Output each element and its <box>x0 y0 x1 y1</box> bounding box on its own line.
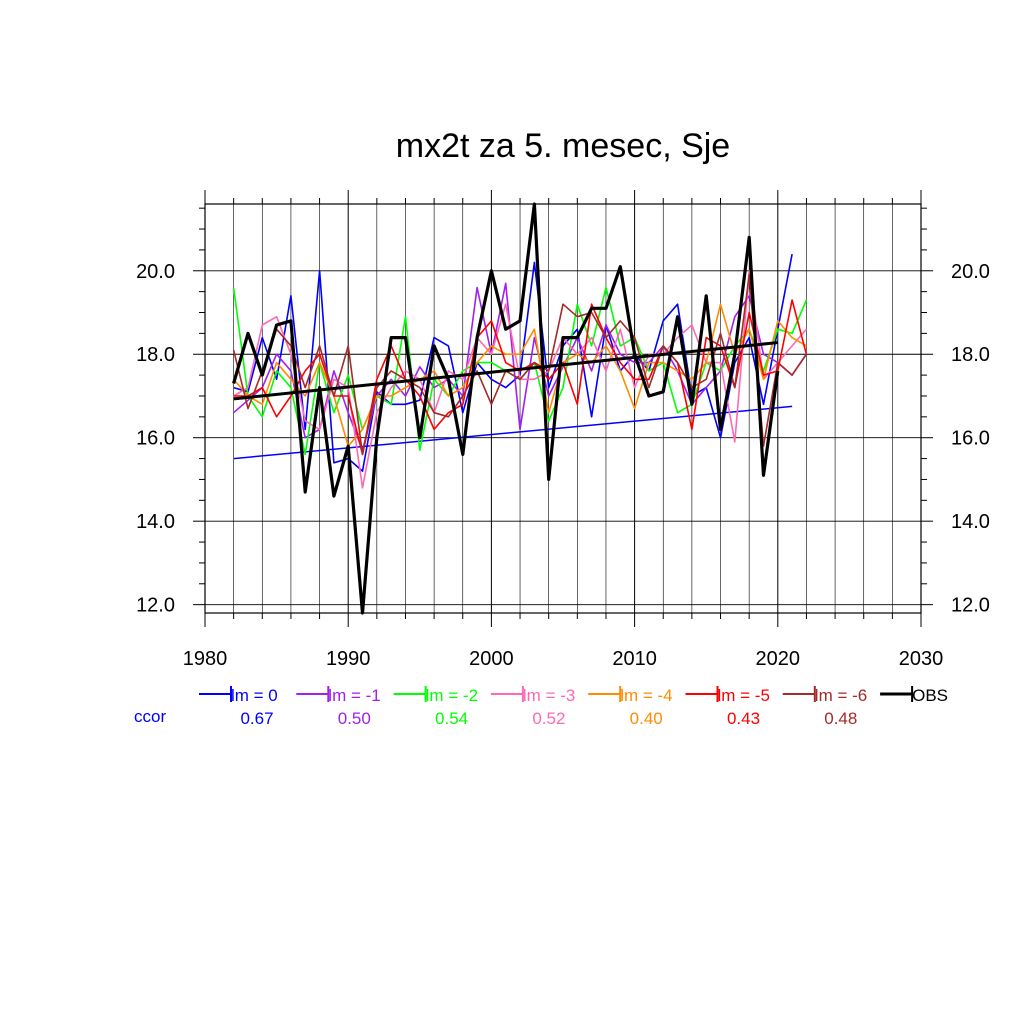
legend-label: lm = -3 <box>523 686 575 705</box>
legend-corr-value: 0.40 <box>630 709 663 728</box>
corr-label: ccor <box>134 707 166 726</box>
series-lm-6 <box>232 274 808 456</box>
legend-item-lm-6: lm = -6 0.48 <box>782 686 867 728</box>
legend-label: lm = -4 <box>620 686 672 705</box>
series-line-lm-6 <box>232 274 808 456</box>
legend-corr-value: 0.48 <box>824 709 857 728</box>
x-tick-label: 2020 <box>756 648 801 670</box>
legend-item-lm-5: lm = -5 0.43 <box>685 686 770 728</box>
legend-label: lm = 0 <box>231 686 278 705</box>
x-tick-label: 2000 <box>469 648 514 670</box>
x-tick-label: 1990 <box>326 648 371 670</box>
series-line-lm-0 <box>233 253 793 472</box>
y-tick-label-right: 18.0 <box>951 344 990 366</box>
legend-label: OBS <box>912 686 948 705</box>
x-tick-label: 1980 <box>183 648 228 670</box>
legend-item-lm-0: lm = 0 0.67 <box>199 686 278 728</box>
series-layer <box>232 202 808 615</box>
legend-item-obs: OBS <box>880 686 948 705</box>
x-tick-label: 2030 <box>899 648 944 670</box>
y-tick-label-right: 12.0 <box>951 595 990 617</box>
legend-label: lm = -1 <box>328 686 380 705</box>
y-tick-label-left: 12.0 <box>136 595 175 617</box>
legend-item-lm-3: lm = -3 0.52 <box>490 686 575 728</box>
plot-frame <box>204 203 922 614</box>
legend-corr-value: 0.50 <box>338 709 371 728</box>
y-tick-label-right: 20.0 <box>951 261 990 283</box>
y-tick-label-left: 20.0 <box>136 261 175 283</box>
legend-corr-value: 0.54 <box>435 709 468 728</box>
legend-label: lm = -6 <box>815 686 867 705</box>
legend-label: lm = -5 <box>718 686 770 705</box>
x-tick-label: 2010 <box>612 648 657 670</box>
y-tick-label-left: 18.0 <box>136 344 175 366</box>
y-tick-label-left: 14.0 <box>136 511 175 533</box>
legend-corr-value: 0.43 <box>727 709 760 728</box>
legend-item-lm-2: lm = -2 0.54 <box>393 686 478 728</box>
legend-label: lm = -2 <box>426 686 478 705</box>
legend-corr-value: 0.52 <box>532 709 565 728</box>
trend-line-obs <box>233 341 778 401</box>
legend: lm = 0 0.67 lm = -1 0.50 lm = -2 0.54 lm = -3 0… <box>134 686 948 728</box>
chart-title: mx2t za 5. mesec, Sje <box>396 127 730 165</box>
series-obs <box>232 202 780 615</box>
y-tick-label-right: 14.0 <box>951 511 990 533</box>
legend-item-lm-4: lm = -4 0.40 <box>588 686 673 728</box>
series-line-obs <box>232 202 780 615</box>
y-tick-label-right: 16.0 <box>951 428 990 450</box>
axes: 12.0 12.0 14.0 14.0 16.0 16.0 18.0 18.0 20.0 20.0… <box>136 190 990 670</box>
legend-corr-value: 0.67 <box>240 709 273 728</box>
y-tick-label-left: 16.0 <box>136 428 175 450</box>
legend-item-lm-1: lm = -1 0.50 <box>296 686 381 728</box>
